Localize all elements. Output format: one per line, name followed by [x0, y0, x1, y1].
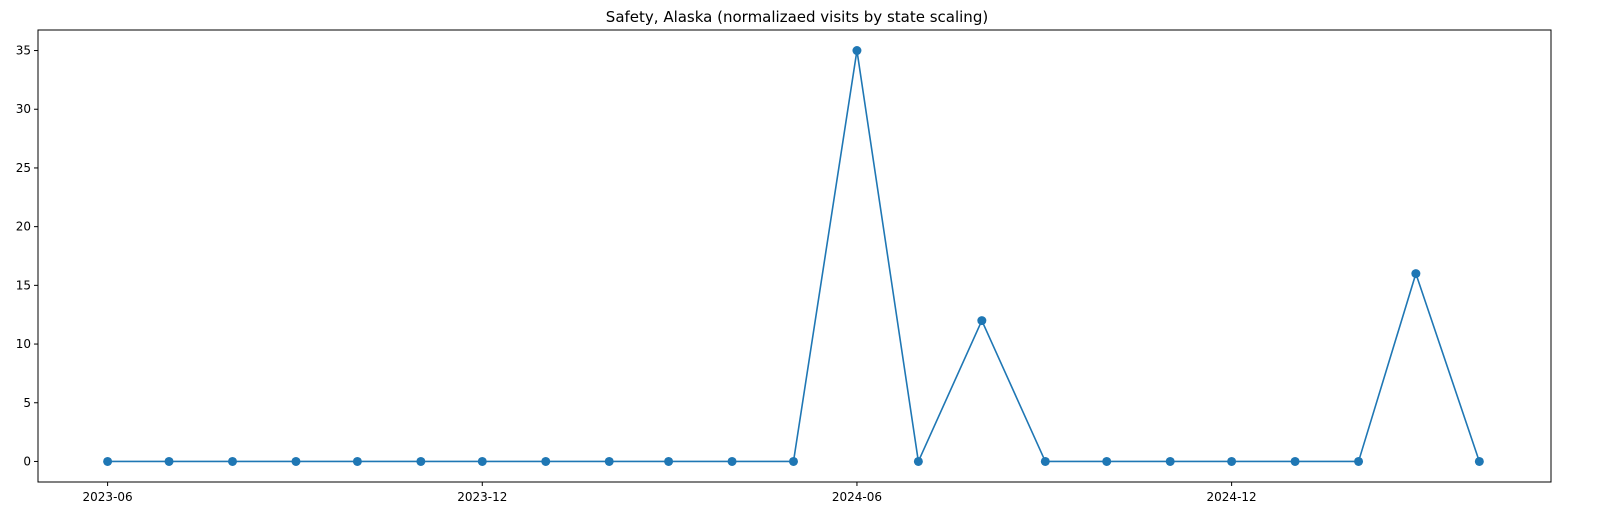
data-point: [164, 456, 174, 466]
data-point: [1290, 456, 1300, 466]
series-layer: [103, 46, 1484, 466]
y-tick-label: 5: [23, 396, 31, 410]
series-line: [107, 49, 1481, 463]
y-tick-label: 30: [16, 102, 31, 116]
data-point: [477, 456, 487, 466]
chart-title: Safety, Alaska (normalizaed visits by st…: [606, 8, 988, 26]
y-tick-label: 35: [16, 44, 31, 58]
data-point: [727, 456, 737, 466]
y-axis: 0 5 10 15 20 25 30 35: [16, 44, 38, 468]
x-tick-label: 2023-06: [83, 490, 133, 504]
y-tick-label: 0: [23, 454, 31, 468]
x-tick-label: 2024-06: [832, 490, 882, 504]
data-point: [1040, 456, 1050, 466]
data-point: [1102, 456, 1112, 466]
data-point: [291, 456, 301, 466]
x-tick-label: 2024-12: [1207, 490, 1257, 504]
y-tick-label: 15: [16, 278, 31, 292]
x-tick-label: 2023-12: [457, 490, 507, 504]
plot-area-frame: [37, 29, 1552, 483]
data-point: [541, 456, 551, 466]
y-tick-label: 25: [16, 161, 31, 175]
data-point: [416, 456, 426, 466]
y-tick-label: 10: [16, 337, 31, 351]
data-point: [852, 46, 862, 56]
data-point: [228, 456, 237, 466]
data-point: [1474, 456, 1484, 466]
data-point: [977, 316, 987, 326]
data-point: [604, 456, 614, 466]
x-axis: 2023-06 2023-12 2024-06 2024-12: [83, 482, 1257, 504]
data-point: [352, 456, 362, 466]
data-point: [103, 456, 113, 466]
data-point: [1165, 456, 1175, 466]
data-point: [1227, 456, 1237, 466]
data-point: [913, 456, 923, 466]
data-point: [664, 456, 674, 466]
data-point: [788, 456, 798, 466]
data-point: [1411, 269, 1421, 279]
y-tick-label: 20: [16, 220, 31, 234]
data-point: [1354, 456, 1364, 466]
